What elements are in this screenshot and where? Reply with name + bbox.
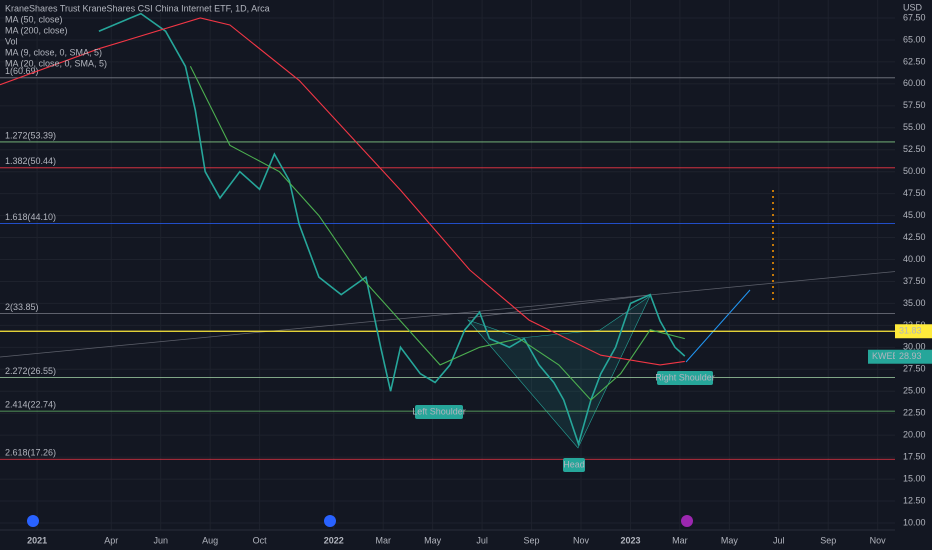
y-tick-label: 60.00	[903, 78, 926, 88]
x-tick-label: 2023	[620, 535, 640, 545]
fib-label: 2(33.85)	[5, 302, 39, 312]
x-tick-label: Nov	[870, 535, 887, 545]
annotation: Left Shoulder	[412, 406, 466, 416]
legend-entry: MA (50, close)	[5, 14, 63, 24]
legend-entry: MA (200, close)	[5, 25, 68, 35]
x-tick-label: Mar	[375, 535, 391, 545]
last-price-tag	[895, 349, 932, 364]
legend-entry: Vol	[5, 36, 18, 46]
annotation-box	[563, 458, 585, 472]
x-tick-label: Jun	[153, 535, 168, 545]
y-axis-label: USD	[903, 2, 923, 12]
x-tick-label: Sep	[524, 535, 540, 545]
fib-label: 1.382(50.44)	[5, 156, 56, 166]
chart-title: KraneShares Trust KraneShares CSI China …	[5, 3, 270, 13]
last-price-label: 28.93	[899, 351, 922, 361]
annotation-box	[415, 405, 463, 419]
fib-label: 1.272(53.39)	[5, 130, 56, 140]
y-tick-label: 50.00	[903, 166, 926, 176]
fib-label: 1.618(44.10)	[5, 212, 56, 222]
fib-label: 2.414(22.74)	[5, 399, 56, 409]
y-tick-label: 17.50	[903, 451, 926, 461]
y-tick-label: 35.00	[903, 298, 926, 308]
y-tick-label: 47.50	[903, 188, 926, 198]
y-tick-label: 25.00	[903, 386, 926, 396]
y-tick-label: 10.00	[903, 517, 926, 527]
dividend-icon[interactable]	[27, 515, 39, 527]
y-tick-label: 37.50	[903, 276, 926, 286]
x-tick-label: 2022	[324, 535, 344, 545]
y-axis-panel	[895, 0, 932, 550]
x-tick-label: Oct	[253, 535, 268, 545]
x-tick-label: 2021	[27, 535, 47, 545]
series-line	[0, 17, 685, 366]
y-tick-label: 55.00	[903, 122, 926, 132]
fib-label: 2.618(17.26)	[5, 448, 56, 458]
y-tick-label: 40.00	[903, 254, 926, 264]
symbol-tag-label: KWEB	[872, 351, 899, 361]
y-tick-label: 65.00	[903, 34, 926, 44]
legend-entry: MA (9, close, 0, SMA, 5)	[5, 47, 102, 57]
legend-entry: MA (20, close, 0, SMA, 5)	[5, 58, 107, 68]
level-tag-label: 31.83	[899, 326, 922, 336]
y-tick-label: 20.00	[903, 430, 926, 440]
plot: 1(60.69) 1.272(53.39) 1.382(50.44) 1.618(44…	[0, 12, 895, 472]
x-tick-label: Apr	[104, 535, 118, 545]
dividend-icon[interactable]	[324, 515, 336, 527]
fib-label: 2.272(26.55)	[5, 366, 56, 376]
pattern-shade	[467, 295, 651, 449]
trendline	[0, 267, 932, 358]
projection-arrow	[685, 289, 751, 363]
neckline	[467, 294, 651, 319]
x-tick-label: Sep	[820, 535, 836, 545]
y-tick-label: 62.50	[903, 56, 926, 66]
y-tick-label: 15.00	[903, 473, 926, 483]
y-tick-label: 30.00	[903, 342, 926, 352]
y-tick-label: 57.50	[903, 100, 926, 110]
y-tick-label: 22.50	[903, 408, 926, 418]
y-tick-label: 45.00	[903, 210, 926, 220]
y-tick-label: 67.50	[903, 12, 926, 22]
x-tick-label: May	[424, 535, 442, 545]
grid	[0, 0, 895, 530]
series-line	[189, 66, 685, 401]
x-tick-label: Jul	[773, 535, 785, 545]
fib-label: 1(60.69)	[5, 66, 39, 76]
level-tag	[895, 324, 932, 339]
x-tick-label: Jul	[476, 535, 488, 545]
symbol-tag	[868, 349, 895, 364]
y-tick-label: 12.50	[903, 495, 926, 505]
series-line	[98, 12, 686, 447]
y-tick-label: 52.50	[903, 144, 926, 154]
annotation-box	[657, 371, 713, 385]
event-icon[interactable]	[681, 515, 693, 527]
annotation: Right Shoulder	[655, 372, 715, 382]
y-tick-label: 42.50	[903, 232, 926, 242]
annotation: Head	[563, 459, 585, 469]
x-tick-label: Mar	[672, 535, 688, 545]
x-tick-label: Aug	[202, 535, 218, 545]
x-tick-label: Nov	[573, 535, 590, 545]
y-tick-label: 27.50	[903, 364, 926, 374]
x-tick-label: May	[721, 535, 739, 545]
